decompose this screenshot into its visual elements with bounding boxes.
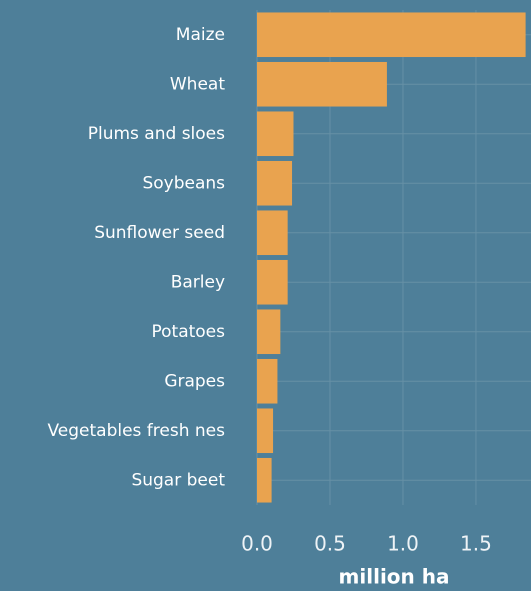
bar	[257, 61, 387, 107]
y-tick-label: Potatoes	[151, 322, 225, 342]
x-axis-title: million ha	[339, 565, 450, 589]
y-tick-label: Maize	[176, 25, 225, 45]
bar	[257, 111, 294, 157]
y-tick-label: Vegetables fresh nes	[47, 421, 225, 441]
x-tick-label: 1.0	[387, 532, 419, 556]
y-tick-label: Sunflower seed	[94, 223, 225, 243]
bar	[257, 358, 278, 404]
y-tick-label: Barley	[171, 272, 225, 292]
x-tick-label: 0.5	[314, 532, 346, 556]
x-tick-label: 1.5	[460, 532, 492, 556]
y-tick-label: Wheat	[170, 74, 225, 94]
y-tick-label: Soybeans	[142, 173, 225, 193]
bar	[257, 210, 288, 256]
y-tick-label: Grapes	[164, 371, 225, 391]
y-tick-label: Sugar beet	[131, 470, 225, 490]
bar	[257, 408, 274, 454]
x-tick-label: 0.0	[241, 532, 273, 556]
y-tick-label: Plums and sloes	[88, 124, 225, 144]
bar	[257, 160, 293, 206]
bar	[257, 12, 526, 58]
bar	[257, 457, 272, 503]
bar	[257, 259, 288, 305]
bar	[257, 309, 281, 355]
